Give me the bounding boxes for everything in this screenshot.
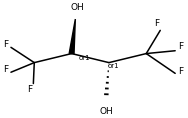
Text: F: F xyxy=(178,67,183,76)
Text: or1: or1 xyxy=(78,55,90,61)
Text: F: F xyxy=(154,19,159,27)
Text: OH: OH xyxy=(99,107,113,116)
Polygon shape xyxy=(69,19,75,54)
Text: F: F xyxy=(27,85,32,94)
Text: F: F xyxy=(3,40,8,49)
Text: OH: OH xyxy=(70,3,84,12)
Text: or1: or1 xyxy=(108,63,120,69)
Text: F: F xyxy=(178,42,183,51)
Text: F: F xyxy=(3,65,8,74)
